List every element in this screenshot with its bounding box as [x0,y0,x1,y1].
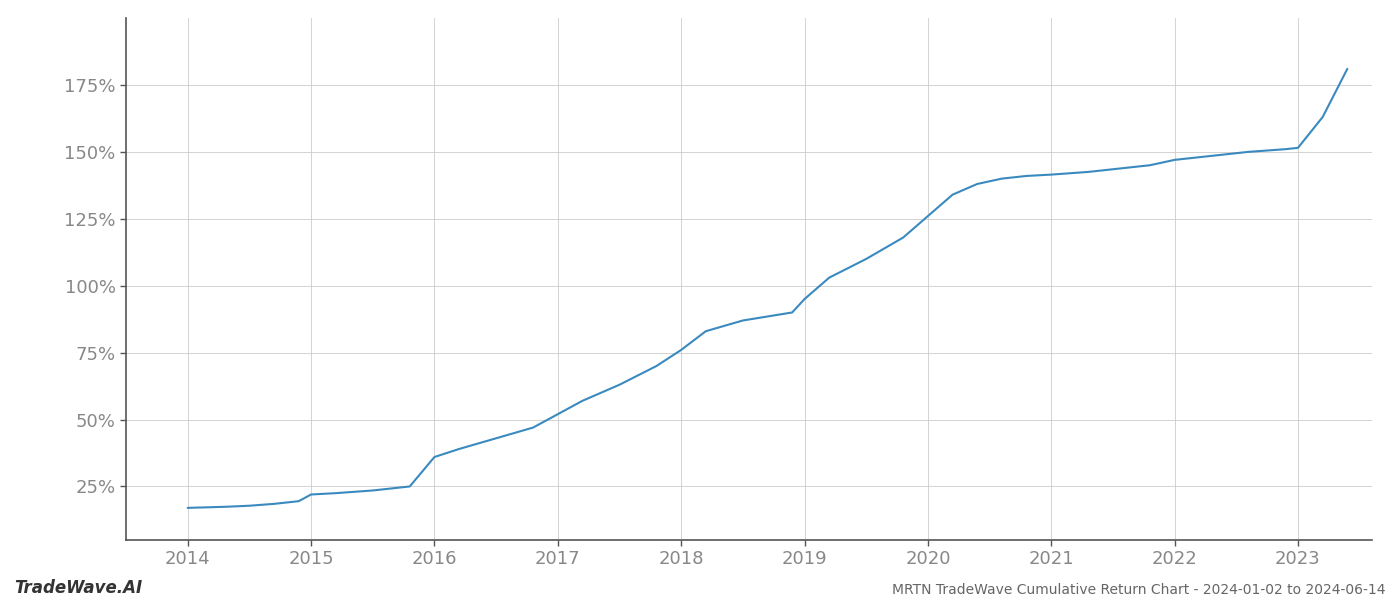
Text: TradeWave.AI: TradeWave.AI [14,579,143,597]
Text: MRTN TradeWave Cumulative Return Chart - 2024-01-02 to 2024-06-14: MRTN TradeWave Cumulative Return Chart -… [893,583,1386,597]
